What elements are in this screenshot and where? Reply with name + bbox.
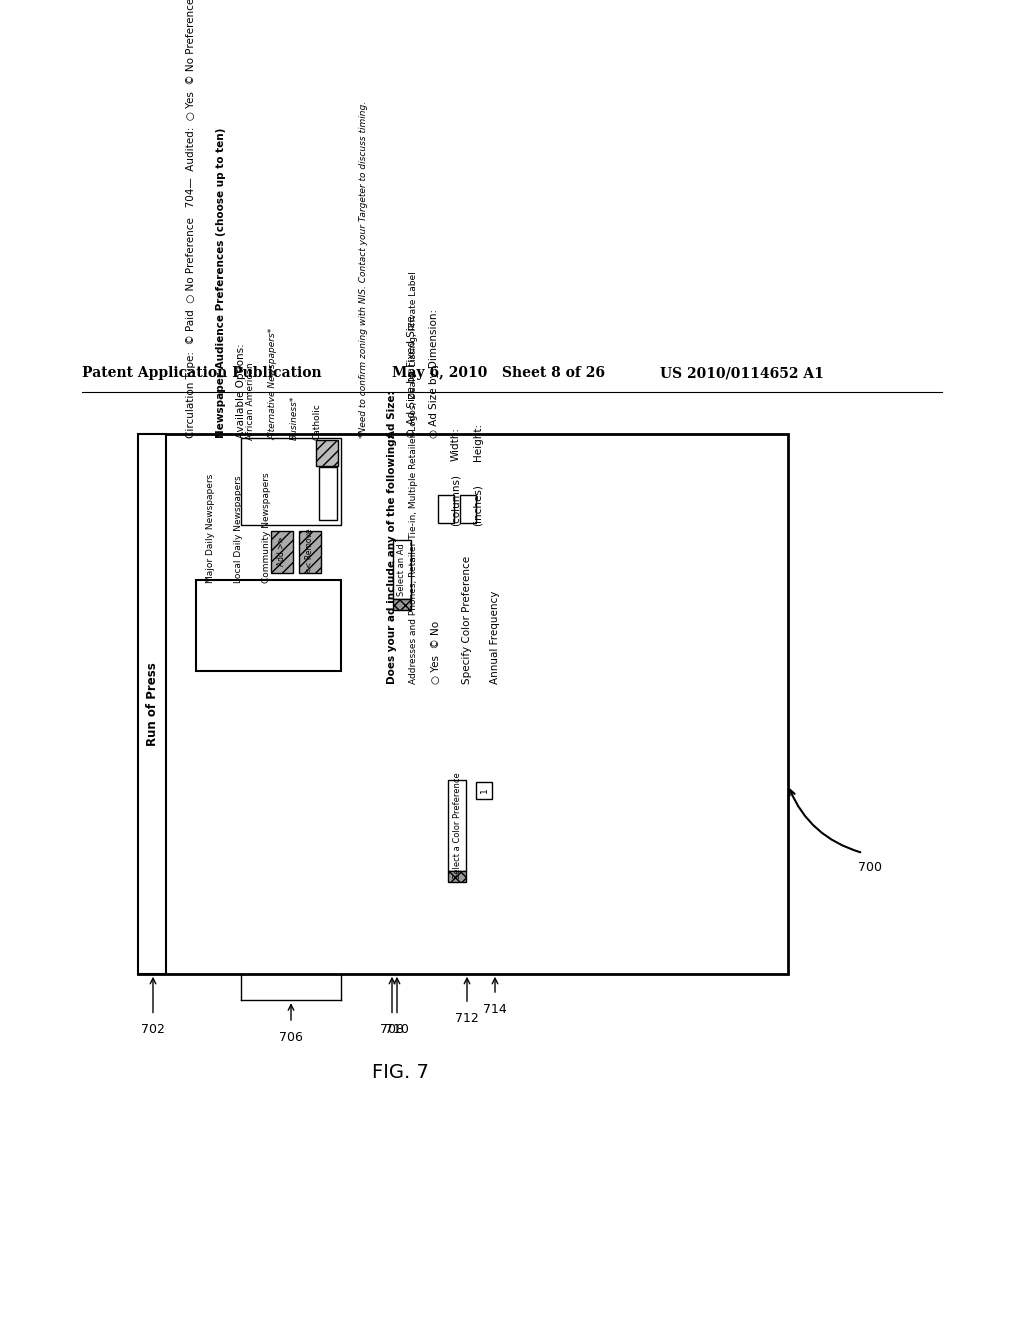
Text: Available Options:: Available Options: [236,343,246,438]
Text: US 2010/0114652 A1: US 2010/0114652 A1 [660,366,824,380]
Bar [319,467,337,520]
Text: Select a Color Preference: Select a Color Preference [453,772,462,879]
Bar [449,871,466,883]
Text: 712: 712 [455,1011,479,1024]
Text: Add >>: Add >> [278,536,287,566]
Bar [449,780,466,871]
Text: << Remove: << Remove [305,528,314,574]
Text: Local Daily Newspapers: Local Daily Newspapers [234,475,243,583]
Text: Circulation Type:  © Paid  ○ No Preference   704—  Audited:  ○ Yes  © No Prefere: Circulation Type: © Paid ○ No Preference… [186,0,196,438]
Text: Patent Application Publication: Patent Application Publication [82,366,322,380]
Text: 700: 700 [858,861,882,874]
Text: 710: 710 [385,1023,409,1036]
Bar [393,540,411,599]
Text: 708: 708 [380,1023,404,1036]
Text: Business*: Business* [290,396,299,441]
Text: 706: 706 [280,1031,303,1044]
Text: (columns): (columns) [451,474,461,527]
Text: African American: African American [246,363,255,441]
Bar [393,599,411,610]
Text: Newspaper Audience Preferences (choose up to ten): Newspaper Audience Preferences (choose u… [216,128,226,438]
Text: 1: 1 [479,787,488,793]
Text: Community Newspapers: Community Newspapers [262,473,271,583]
Text: ○ Yes  © No: ○ Yes © No [431,620,441,684]
Bar [460,495,476,524]
Text: Major Daily Newspapers: Major Daily Newspapers [206,474,215,583]
Text: Specify Color Preference: Specify Color Preference [462,556,472,684]
Bar [196,581,341,671]
Bar [476,781,492,799]
Text: Run of Press: Run of Press [145,663,159,746]
Bar [299,531,321,573]
Text: 714: 714 [483,1003,507,1015]
Text: May 6, 2010   Sheet 8 of 26: May 6, 2010 Sheet 8 of 26 [392,366,605,380]
Text: Ad Size:: Ad Size: [387,391,397,438]
Bar [438,495,454,524]
Bar [271,531,293,573]
Text: Annual Frequency: Annual Frequency [490,590,500,684]
Text: ○ Ad Size by Dimension:: ○ Ad Size by Dimension: [429,309,439,438]
Text: Height:: Height: [473,422,483,461]
Bar [138,434,166,974]
Text: Select an Ad: Select an Ad [397,544,407,595]
Text: FIG. 7: FIG. 7 [372,1063,428,1082]
Bar [241,438,341,525]
Text: © Ad Size by Fixed Size: © Ad Size by Fixed Size [407,315,417,438]
Bar [138,434,788,974]
Text: *Need to confirm zoning with NIS. Contact your Targeter to discuss timing.: *Need to confirm zoning with NIS. Contac… [359,100,368,438]
Text: Width:: Width: [451,426,461,461]
Text: 702: 702 [141,1023,165,1036]
Text: Does your ad include any of the following:: Does your ad include any of the followin… [387,434,397,684]
Bar [316,440,338,466]
Text: Alternative Newspapers*: Alternative Newspapers* [268,329,278,441]
Text: (inches): (inches) [473,484,483,527]
Text: Catholic: Catholic [312,404,321,441]
Text: Addresses and Phones, Retailer Tie-in, Multiple Retailer Logos, Dealer Listing, : Addresses and Phones, Retailer Tie-in, M… [409,271,418,684]
